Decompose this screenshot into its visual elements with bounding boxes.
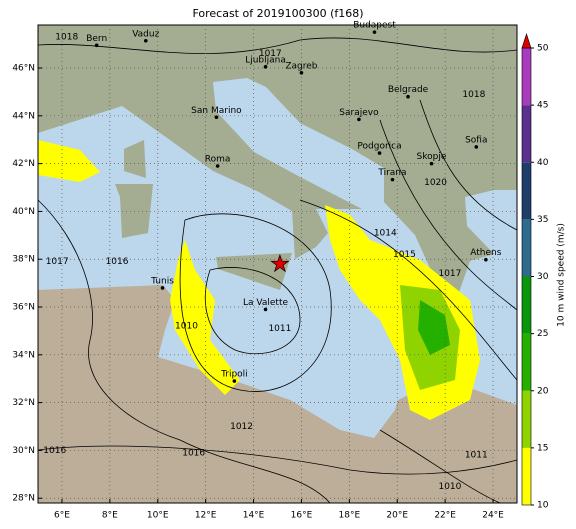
city-dot <box>372 30 377 34</box>
contour-label: 1017 <box>46 257 69 267</box>
contour-label: 1014 <box>374 228 397 238</box>
city-dot <box>406 94 410 99</box>
title: Forecast of 2019100300 (f168) <box>192 7 363 20</box>
city-dot <box>214 115 219 120</box>
colorbar-bin <box>522 276 531 334</box>
city-label: Vaduz <box>132 29 159 39</box>
colorbar-tick-label: 10 <box>537 501 549 511</box>
city-label: Sarajevo <box>339 108 379 118</box>
x-tick-label: 20°E <box>386 511 408 521</box>
event-marker <box>270 253 290 273</box>
map-background <box>38 25 517 503</box>
colorbar-tick-label: 35 <box>537 215 548 225</box>
city-label: Tirana <box>377 168 406 178</box>
city-label: Skopje <box>417 152 447 162</box>
y-tick-label: 34°N <box>12 350 35 360</box>
x-tick-label: 6°E <box>54 511 70 521</box>
city-label: Tripoli <box>220 370 248 380</box>
city-dot <box>160 286 165 290</box>
city-dot <box>299 71 304 75</box>
colorbar-tick-label: 40 <box>537 158 549 168</box>
colorbar-bin <box>522 447 531 505</box>
colorbar-bin <box>522 333 531 391</box>
colorbar-bin <box>522 219 531 277</box>
y-tick-label: 28°N <box>12 494 35 504</box>
x-tick-label: 10°E <box>147 511 169 521</box>
contour-label: 1020 <box>424 178 447 188</box>
x-tick-label: 22°E <box>434 511 456 521</box>
contour-label: 1016 <box>182 448 205 458</box>
colorbar-tick-label: 45 <box>537 101 548 111</box>
colorbar-extend <box>521 33 532 49</box>
city-dot <box>390 177 395 182</box>
city-dot <box>484 257 488 262</box>
contour-label: 1016 <box>43 446 66 456</box>
city-dot <box>263 307 268 312</box>
city-label: Ljubljana <box>245 55 286 65</box>
city-label: Athens <box>470 248 501 258</box>
city-label: Roma <box>205 155 231 165</box>
city-label: Tunis <box>150 276 174 286</box>
contour-label: 1011 <box>268 324 291 334</box>
city-label: Podgorica <box>357 142 401 152</box>
colorbar-bin <box>522 390 531 448</box>
city-dot <box>94 43 99 48</box>
city-dot <box>474 145 479 149</box>
city-label: Zagreb <box>285 61 317 71</box>
y-tick-label: 36°N <box>12 303 35 313</box>
colorbar-tick-label: 30 <box>537 272 549 282</box>
city-dot <box>143 38 148 43</box>
contour-label: 1012 <box>230 422 253 432</box>
x-tick-label: 16°E <box>291 511 313 521</box>
city-dot <box>232 379 237 383</box>
city-label: Belgrade <box>388 85 429 95</box>
y-tick-label: 44°N <box>12 111 35 121</box>
city-dot <box>377 151 382 155</box>
colorbar-tick-label: 20 <box>537 386 549 396</box>
contour-label: 1010 <box>438 482 461 492</box>
colorbar-tick-label: 25 <box>537 329 548 339</box>
contour-label: 1016 <box>106 257 129 267</box>
city-label: Sofia <box>465 135 487 145</box>
contour-label: 1010 <box>175 322 198 332</box>
x-tick-label: 12°E <box>195 511 217 521</box>
city-label: San Marino <box>191 106 242 116</box>
y-tick-label: 42°N <box>12 159 35 169</box>
city-label: Bern <box>86 34 107 44</box>
colorbar-bin <box>522 162 531 220</box>
x-tick-label: 14°E <box>243 511 265 521</box>
city-label: Budapest <box>353 21 396 31</box>
contour-label: 1017 <box>438 269 461 279</box>
city-dot <box>263 65 268 69</box>
colorbar-tick-label: 50 <box>537 44 549 54</box>
city-dot <box>429 161 434 166</box>
y-tick-label: 40°N <box>12 207 35 217</box>
x-tick-label: 24°E <box>482 511 504 521</box>
colorbar-label: 10 m wind speed (m/s) <box>557 223 567 327</box>
map-frame <box>37 24 518 504</box>
colorbar-bin <box>522 48 531 106</box>
city-dot <box>215 164 220 168</box>
contour-label: 1017 <box>259 49 282 59</box>
city-dot <box>357 117 361 122</box>
contour-label: 1015 <box>393 250 416 260</box>
contour-label: 1018 <box>55 32 78 42</box>
y-tick-label: 38°N <box>12 255 35 265</box>
x-tick-label: 18°E <box>339 511 361 521</box>
colorbar-tick-label: 15 <box>537 443 548 453</box>
city-label: La Valette <box>243 298 288 308</box>
colorbar-bin <box>522 105 531 163</box>
y-tick-label: 46°N <box>12 64 35 74</box>
y-tick-label: 30°N <box>12 446 35 456</box>
contour-label: 1011 <box>465 451 488 461</box>
contour-label: 1018 <box>462 90 485 100</box>
y-tick-label: 32°N <box>12 398 35 408</box>
x-tick-label: 8°E <box>102 511 118 521</box>
